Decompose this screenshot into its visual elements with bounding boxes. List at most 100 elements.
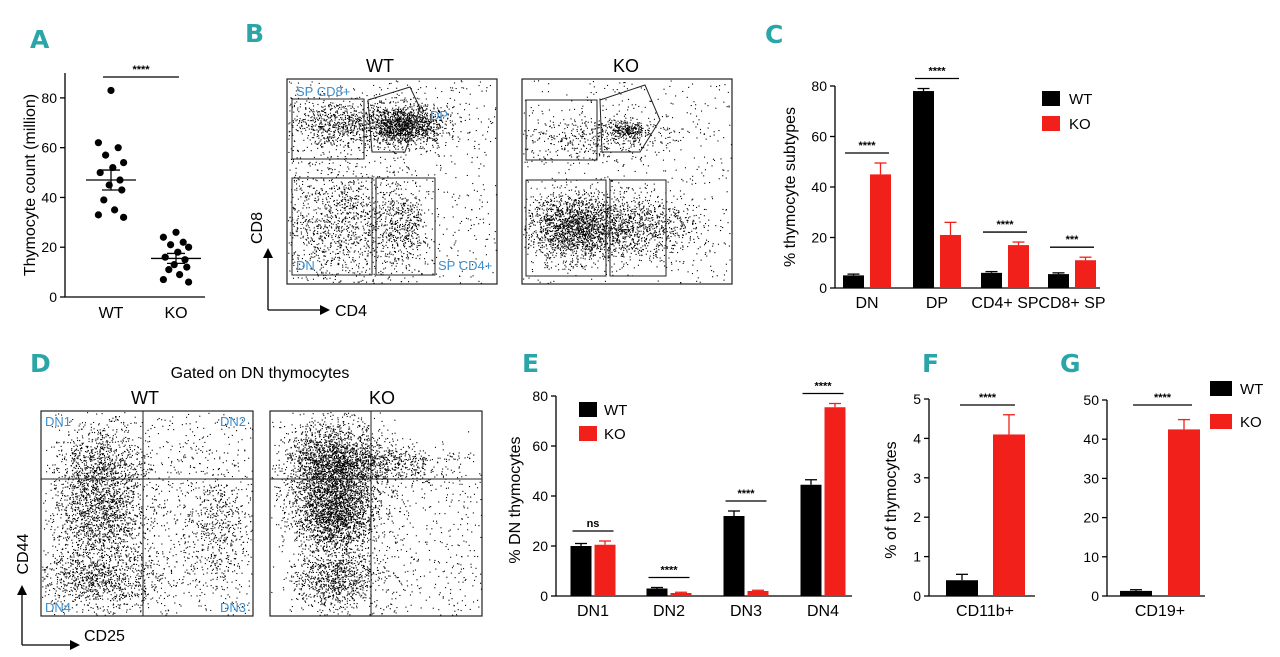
panel-b-wt-plot-event — [380, 218, 382, 220]
panel-b-wt-plot-event — [399, 122, 401, 124]
panel-b-wt-plot-event — [435, 140, 437, 142]
panel-b-wt-plot-event — [480, 195, 482, 197]
panel-b-wt-plot-event — [468, 103, 470, 105]
panel-b-wt-plot-event — [411, 208, 413, 210]
panel-b-ko-plot-event — [606, 222, 608, 224]
panel-b-wt-plot-event — [341, 106, 343, 108]
panel-b-wt-plot-event — [308, 221, 310, 223]
panel-b-wt-plot-event — [433, 108, 435, 110]
panel-b-wt-plot-event — [412, 114, 414, 116]
panel-b-wt-plot-event — [385, 125, 387, 127]
panel-b-wt-plot-event — [314, 247, 316, 249]
panel-b-wt-plot-event — [320, 128, 322, 130]
panel-b-wt-plot-event — [309, 186, 311, 188]
panel-b-wt-plot-event — [319, 194, 321, 196]
panel-b-wt-plot-event — [381, 282, 383, 284]
panel-b-wt-plot-event — [345, 118, 347, 120]
panel-b-wt-plot-event — [376, 132, 378, 134]
panel-b-wt-plot-event — [324, 138, 326, 140]
panel-b-wt-plot-event — [396, 97, 398, 99]
panel-b-wt-plot-event — [429, 109, 431, 111]
panel-b-wt-plot-event — [470, 224, 472, 226]
panel-b-wt-plot-event — [426, 252, 428, 254]
panel-b-wt-plot-event — [359, 273, 361, 275]
panel-b-ko-plot-events — [523, 80, 732, 284]
panel-b-wt-plot-event — [315, 191, 317, 193]
panel-b-wt-plot-event — [330, 115, 332, 117]
panel-b-ko-plot-event — [572, 245, 574, 247]
panel-a-point — [114, 144, 122, 152]
panel-b-wt-plot-event — [393, 200, 395, 202]
panel-b-wt-plot-event — [411, 174, 413, 176]
panel-b-wt-plot-event — [306, 215, 308, 217]
panel-b-wt-plot-event — [374, 229, 376, 231]
panel-b-wt-plot-event — [385, 117, 387, 119]
panel-b-wt-plot-event — [397, 258, 399, 260]
panel-b-wt-plot-event — [370, 115, 372, 117]
panel-b-wt-plot-event — [416, 120, 418, 122]
panel-b-wt-plot-event — [400, 218, 402, 220]
panel-b-wt-plot-event — [411, 271, 413, 273]
panel-b-wt-plot-event — [353, 235, 355, 237]
panel-b-wt-plot-event — [338, 259, 340, 261]
panel-b-wt-plot-event — [335, 124, 337, 126]
panel-b-wt-plot-event — [399, 229, 401, 231]
panel-b-wt-plot-event — [427, 174, 429, 176]
panel-b-wt-plot-event — [339, 133, 341, 135]
panel-b-wt-plot-event — [413, 122, 415, 124]
panel-b-wt-plot-event — [348, 168, 350, 170]
panel-b-ko-plot-event — [573, 250, 575, 252]
panel-b-wt-plot-event — [398, 139, 400, 141]
panel-b-wt-plot-event — [473, 146, 475, 148]
panel-b-wt-plot-event — [390, 139, 392, 141]
panel-b-wt-plot-event — [323, 183, 325, 185]
panel-b-wt-plot-event — [375, 114, 377, 116]
panel-b-ko-plot-event — [612, 239, 614, 241]
panel-b-wt-plot-event — [342, 126, 344, 128]
panel-b-wt-plot-event — [316, 134, 318, 136]
panel-b-wt-plot-event — [377, 146, 379, 148]
panel-b-wt-plot-event — [322, 198, 324, 200]
panel-b-wt-plot-event — [319, 235, 321, 237]
panel-b-wt-plot-event — [382, 119, 384, 121]
panel-b-wt-plot-event — [396, 185, 398, 187]
panel-b-ko-plot-event — [562, 228, 564, 230]
panel-b-wt-plot-event — [298, 210, 300, 212]
panel-b-wt-plot-event — [347, 121, 349, 123]
panel-b-wt-plot-event — [407, 130, 409, 132]
panel-b-wt-plot-event — [387, 125, 389, 127]
panel-b-wt-plot-event — [299, 103, 301, 105]
panel-b-wt-plot-event — [370, 251, 372, 253]
panel-b-wt-plot-event — [435, 120, 437, 122]
panel-b-wt-plot-event — [357, 213, 359, 215]
panel-b-wt-plot-event — [352, 217, 354, 219]
panel-b-wt-plot-event — [416, 105, 418, 107]
panel-b-wt-plot-event — [393, 133, 395, 135]
panel-b-wt-plot-event — [337, 220, 339, 222]
panel-b-wt-plot-event — [308, 128, 310, 130]
panel-b-wt-plot-event — [314, 121, 316, 123]
panel-b-wt-plot-event — [399, 226, 401, 228]
panel-b-wt-plot-event — [418, 116, 420, 118]
panel-b-wt-plot-event — [426, 134, 428, 136]
panel-b-wt-plot-event — [418, 199, 420, 201]
panel-b-wt-plot-event — [385, 119, 387, 121]
panel-a-ytick-label: 0 — [49, 289, 57, 305]
panel-b-wt-plot-event — [409, 114, 411, 116]
panel-b-wt-plot-event — [486, 87, 488, 89]
panel-b-wt-plot-event — [401, 205, 403, 207]
panel-b-ko-plot-event — [577, 227, 579, 229]
panel-b-wt-plot-event — [425, 128, 427, 130]
panel-b-wt-plot-event — [387, 239, 389, 241]
panel-b-wt-plot-event — [388, 83, 390, 85]
panel-b-wt-plot-event — [436, 123, 438, 125]
panel-b-wt-plot-event — [400, 132, 402, 134]
panel-b-wt-plot-event — [426, 121, 428, 123]
panel-b-ko-plot-event — [540, 199, 542, 201]
panel-b-wt-plot-event — [425, 86, 427, 88]
panel-b-wt-plot-event — [443, 155, 445, 157]
panel-b-wt-plot-event — [340, 280, 342, 282]
panel-b-wt-plot-event — [320, 93, 322, 95]
panel-b-ko-plot-event — [613, 207, 615, 209]
panel-b-wt-plot-event — [392, 107, 394, 109]
